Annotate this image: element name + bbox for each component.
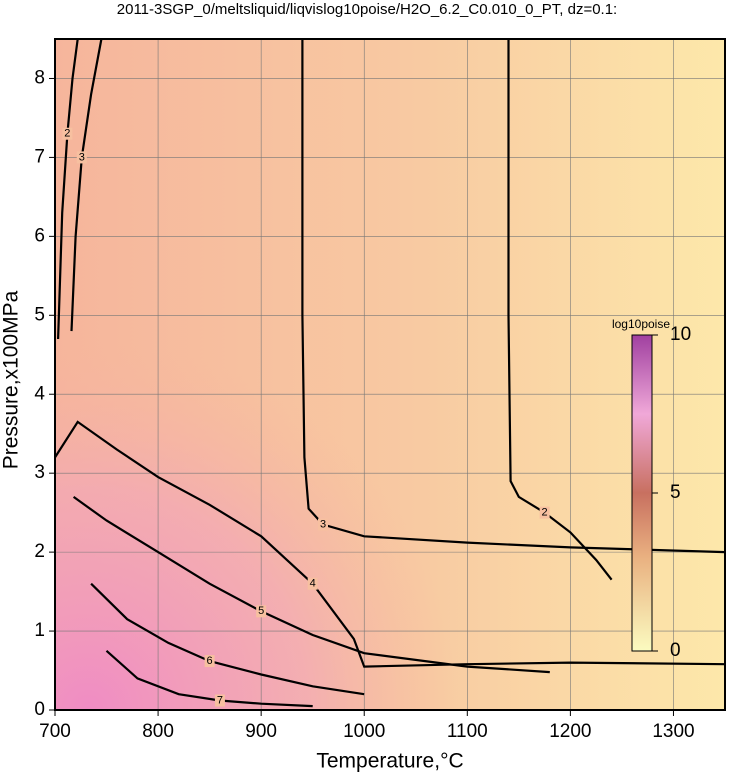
colorbar-tick-label: 0 [670,640,681,661]
contour-label-bg [539,506,550,519]
y-tick-label: 5 [34,304,45,325]
contour-label-bg [318,518,328,531]
x-tick-label: 900 [245,721,277,742]
y-tick-label: 2 [34,541,45,562]
colorbar [631,334,653,652]
chart-title: 2011-3SGP_0/meltsliquid/liqvislog10poise… [117,1,617,18]
y-tick-label: 0 [34,699,45,720]
y-tick-label: 1 [34,620,45,641]
contour-line [54,420,726,668]
plot-frame [54,38,726,711]
x-tick-label: 1200 [549,721,591,742]
contour-label-bg [62,127,73,140]
colorbar-tick-label: 5 [670,482,681,503]
contour-label-bg [307,577,318,590]
contour-line [105,649,313,708]
x-tick-label: 800 [142,721,174,742]
plot-shading [55,39,725,710]
x-tick-label: 1300 [652,721,694,742]
contour-label-bg [256,605,267,618]
contour-line [507,39,613,581]
x-tick-label: 1100 [447,721,488,742]
x-tick-label: 1000 [343,721,385,742]
y-axis-label: Pressure,x100MPa [0,290,23,469]
contour-label-bg [214,694,225,707]
contour-label-bg [76,151,87,164]
y-tick-label: 7 [34,146,45,167]
contour-label: 5 [258,605,264,617]
contour-label: 2 [542,507,548,519]
contour-label-bg [204,655,215,668]
contour-label: 7 [217,694,223,706]
contour-label: 3 [79,151,85,163]
colorbar-label: log10poise [612,317,670,331]
colorbar-tick-label: 10 [670,324,691,345]
y-tick-label: 3 [34,462,45,483]
y-tick-label: 8 [34,67,45,88]
contour-label: 2 [64,128,70,140]
y-tick-label: 4 [34,383,45,404]
contour-label: 6 [207,655,213,667]
x-tick-label: 700 [39,721,71,742]
contour-label: 4 [310,578,316,590]
y-tick-label: 6 [34,225,45,246]
contour-label: 3 [320,518,326,530]
x-axis-label: Temperature,°C [316,750,463,773]
